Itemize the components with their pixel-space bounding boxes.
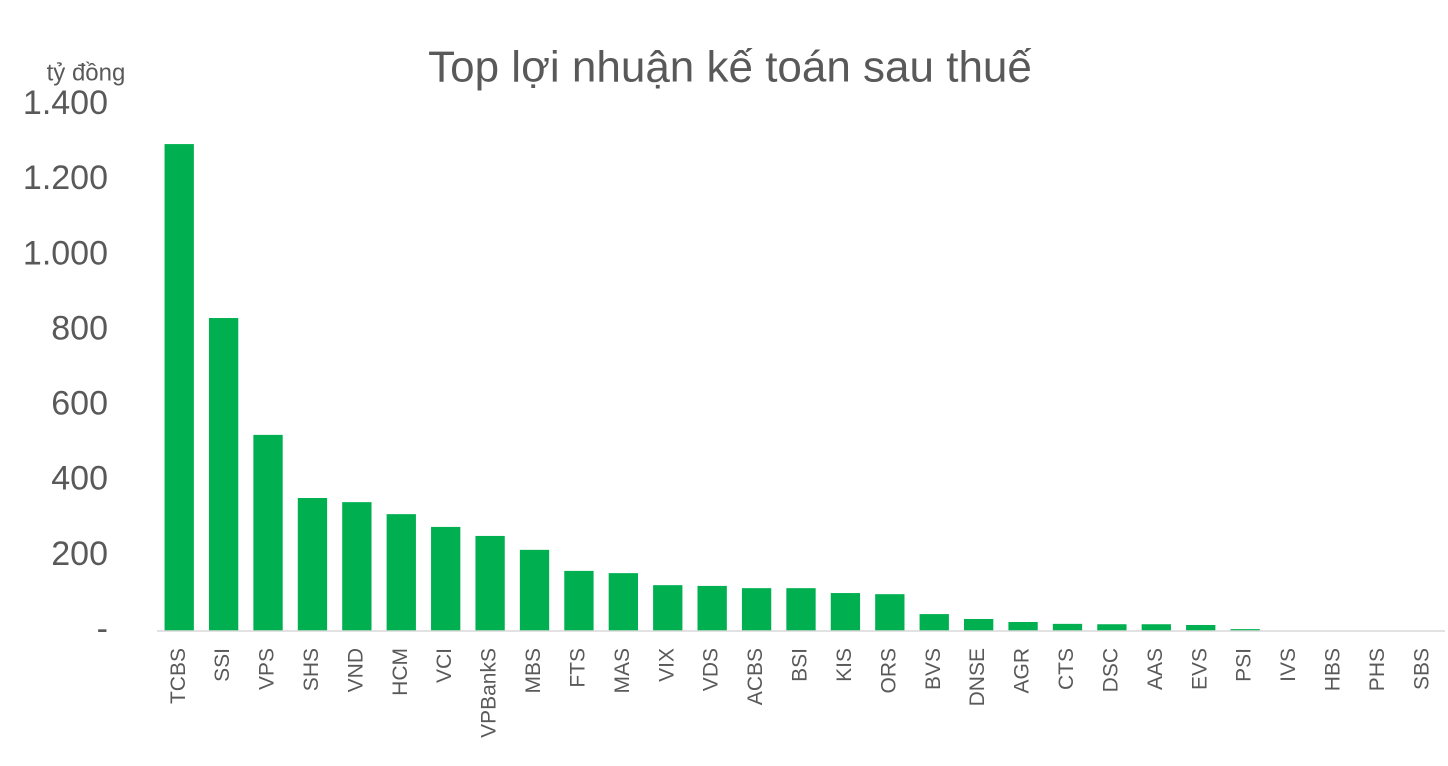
y-tick-label: 1.400 — [23, 84, 108, 122]
chart-title: Top lợi nhuận kế toán sau thuế — [428, 43, 1032, 92]
x-tick-label: MBS — [522, 648, 545, 694]
bar — [1052, 623, 1083, 631]
bar — [564, 570, 594, 631]
y-tick-label: - — [97, 610, 108, 648]
x-tick-label: VDS — [700, 648, 723, 691]
bar — [608, 573, 639, 631]
bar — [208, 318, 239, 631]
bar — [342, 502, 372, 631]
x-tick-label: ORS — [877, 648, 900, 694]
x-tick-label: EVS — [1188, 648, 1211, 690]
bar — [297, 497, 328, 631]
bar — [741, 588, 772, 631]
y-tick-label: 200 — [51, 535, 108, 573]
x-tick-label: VCI — [433, 648, 456, 683]
bar — [1008, 621, 1038, 631]
x-tick-label: VPS — [256, 648, 279, 690]
bar — [164, 144, 194, 631]
bar — [386, 514, 416, 631]
x-tick-label: KIS — [833, 648, 856, 682]
x-tick-label: PSI — [1233, 648, 1256, 682]
x-tick-label: VIX — [655, 648, 678, 682]
bar — [875, 594, 905, 631]
bar — [697, 585, 727, 631]
x-tick-label: ACBS — [744, 648, 767, 705]
x-tick-label: FTS — [566, 648, 589, 688]
x-tick-label: VND — [344, 648, 367, 692]
x-tick-label: TCBS — [167, 648, 190, 704]
bar — [786, 588, 816, 631]
x-tick-label: MAS — [611, 648, 634, 694]
x-tick-label: DSC — [1099, 648, 1122, 692]
x-tick-label: SBS — [1410, 648, 1433, 690]
x-tick-label: DNSE — [966, 648, 989, 706]
bar — [1230, 629, 1260, 631]
x-tick-label: BVS — [922, 648, 945, 690]
x-tick-label: SSI — [211, 648, 234, 682]
y-axis-label: tỷ đồng — [47, 59, 126, 86]
y-tick-label: 600 — [51, 385, 108, 423]
x-tick-label: VPBankS — [478, 648, 501, 738]
x-tick-label: AGR — [1011, 648, 1034, 694]
bar — [253, 434, 283, 631]
x-tick-label: IVS — [1277, 648, 1300, 682]
x-tick-label: PHS — [1366, 648, 1389, 691]
x-tick-label: CTS — [1055, 648, 1078, 690]
x-tick-label: HBS — [1322, 648, 1345, 691]
x-tick-label: BSI — [789, 648, 812, 682]
bar — [1186, 624, 1216, 631]
y-tick-label: 1.000 — [23, 234, 108, 272]
x-tick-label: HCM — [389, 648, 412, 696]
bar — [475, 535, 505, 631]
y-tick-label: 800 — [51, 309, 108, 347]
bar — [1141, 624, 1171, 631]
y-tick-label: 1.200 — [23, 159, 108, 197]
bar — [653, 585, 683, 631]
bar — [1097, 624, 1127, 631]
bar — [963, 618, 994, 631]
bar — [431, 526, 461, 631]
bar — [830, 593, 861, 631]
y-tick-label: 400 — [51, 460, 108, 498]
x-tick-label: SHS — [300, 648, 323, 691]
bar — [519, 549, 550, 631]
bar — [919, 614, 949, 631]
x-tick-label: AAS — [1144, 648, 1167, 690]
